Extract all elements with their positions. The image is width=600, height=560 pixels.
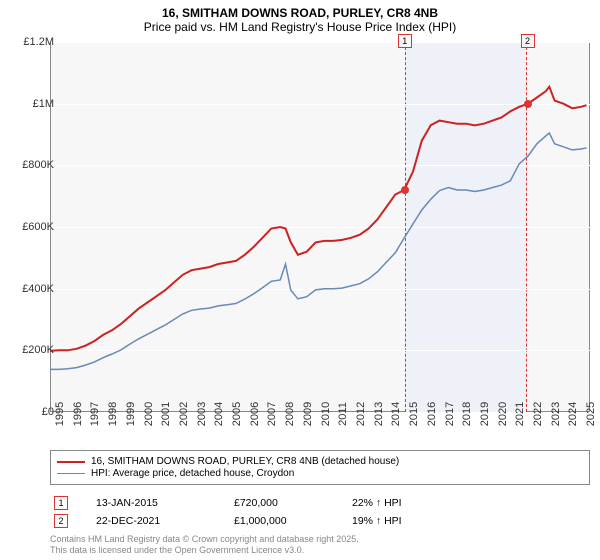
sale-marker-dot bbox=[524, 100, 532, 108]
sales-price-2: £1,000,000 bbox=[234, 515, 344, 527]
xtick-label: 2015 bbox=[408, 402, 420, 426]
ytick-label: £600K bbox=[10, 221, 54, 233]
xtick-label: 2025 bbox=[585, 402, 597, 426]
legend-box: 16, SMITHAM DOWNS ROAD, PURLEY, CR8 4NB … bbox=[50, 450, 590, 485]
chart-area: 12 bbox=[50, 42, 590, 412]
xtick-label: 2009 bbox=[302, 402, 314, 426]
sales-date-1: 13-JAN-2015 bbox=[96, 497, 226, 509]
sales-date-2: 22-DEC-2021 bbox=[96, 515, 226, 527]
xtick-label: 2018 bbox=[461, 402, 473, 426]
xtick-label: 2008 bbox=[284, 402, 296, 426]
series-line bbox=[50, 133, 587, 369]
sales-marker-2: 2 bbox=[54, 514, 68, 528]
xtick-label: 2001 bbox=[160, 402, 172, 426]
xtick-label: 2010 bbox=[320, 402, 332, 426]
sales-marker-1: 1 bbox=[54, 496, 68, 510]
attribution-line1: Contains HM Land Registry data © Crown c… bbox=[50, 534, 359, 545]
xtick-label: 2002 bbox=[178, 402, 190, 426]
attribution-text: Contains HM Land Registry data © Crown c… bbox=[50, 534, 359, 556]
ytick-label: £400K bbox=[10, 283, 54, 295]
legend-row-2: HPI: Average price, detached house, Croy… bbox=[57, 468, 583, 479]
xtick-label: 2022 bbox=[532, 402, 544, 426]
sale-marker-flag: 2 bbox=[521, 34, 535, 48]
legend-swatch-1 bbox=[57, 461, 85, 463]
chart-container: 16, SMITHAM DOWNS ROAD, PURLEY, CR8 4NB … bbox=[0, 0, 600, 560]
xtick-label: 1996 bbox=[72, 402, 84, 426]
xtick-label: 2006 bbox=[249, 402, 261, 426]
xtick-label: 1998 bbox=[107, 402, 119, 426]
sales-row-2: 2 22-DEC-2021 £1,000,000 19% ↑ HPI bbox=[50, 512, 590, 530]
sales-price-1: £720,000 bbox=[234, 497, 344, 509]
xtick-label: 2016 bbox=[426, 402, 438, 426]
xtick-label: 1999 bbox=[125, 402, 137, 426]
chart-title-line1: 16, SMITHAM DOWNS ROAD, PURLEY, CR8 4NB bbox=[0, 0, 600, 20]
ytick-label: £0 bbox=[10, 406, 54, 418]
xtick-label: 2012 bbox=[355, 402, 367, 426]
xtick-label: 2011 bbox=[337, 402, 349, 426]
sale-marker-dot bbox=[401, 186, 409, 194]
xtick-label: 2014 bbox=[390, 402, 402, 426]
xtick-label: 1995 bbox=[54, 402, 66, 426]
xtick-label: 2024 bbox=[567, 402, 579, 426]
xtick-label: 2000 bbox=[143, 402, 155, 426]
xtick-label: 2021 bbox=[514, 402, 526, 426]
xtick-label: 2003 bbox=[196, 402, 208, 426]
ytick-label: £1M bbox=[10, 98, 54, 110]
xtick-label: 2005 bbox=[231, 402, 243, 426]
xtick-label: 2019 bbox=[479, 402, 491, 426]
attribution-line2: This data is licensed under the Open Gov… bbox=[50, 545, 359, 556]
legend-swatch-2 bbox=[57, 473, 85, 474]
xtick-label: 2013 bbox=[373, 402, 385, 426]
sales-table: 1 13-JAN-2015 £720,000 22% ↑ HPI 2 22-DE… bbox=[50, 494, 590, 530]
ytick-label: £1.2M bbox=[10, 36, 54, 48]
line-series-svg bbox=[50, 42, 590, 412]
sales-pct-2: 19% ↑ HPI bbox=[352, 515, 442, 527]
legend-label-1: 16, SMITHAM DOWNS ROAD, PURLEY, CR8 4NB … bbox=[91, 456, 399, 467]
legend-row-1: 16, SMITHAM DOWNS ROAD, PURLEY, CR8 4NB … bbox=[57, 456, 583, 467]
xtick-label: 1997 bbox=[89, 402, 101, 426]
xtick-label: 2004 bbox=[213, 402, 225, 426]
xtick-label: 2017 bbox=[444, 402, 456, 426]
xtick-label: 2023 bbox=[550, 402, 562, 426]
chart-title-line2: Price paid vs. HM Land Registry's House … bbox=[0, 20, 600, 38]
sales-pct-1: 22% ↑ HPI bbox=[352, 497, 442, 509]
ytick-label: £800K bbox=[10, 159, 54, 171]
sale-marker-flag: 1 bbox=[398, 34, 412, 48]
legend-label-2: HPI: Average price, detached house, Croy… bbox=[91, 468, 294, 479]
sales-row-1: 1 13-JAN-2015 £720,000 22% ↑ HPI bbox=[50, 494, 590, 512]
series-line bbox=[50, 87, 587, 351]
ytick-label: £200K bbox=[10, 344, 54, 356]
xtick-label: 2020 bbox=[497, 402, 509, 426]
xtick-label: 2007 bbox=[266, 402, 278, 426]
